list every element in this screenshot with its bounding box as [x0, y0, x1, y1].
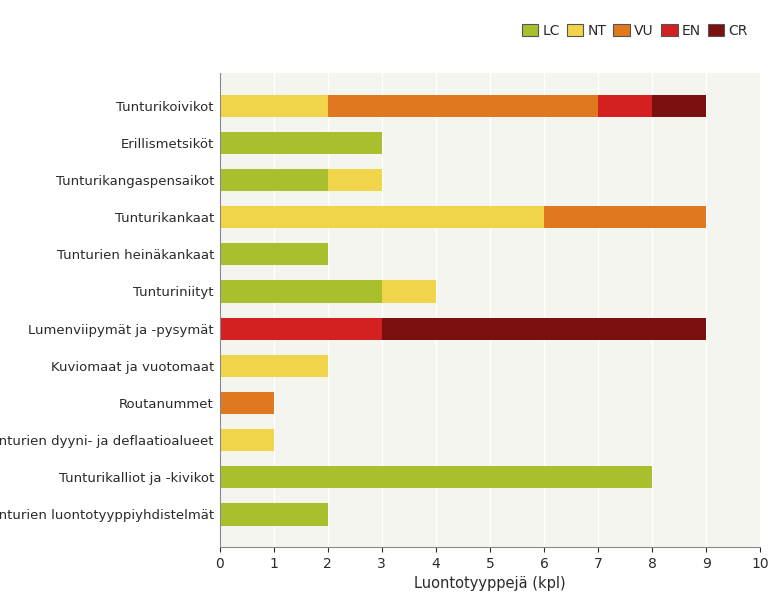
Bar — [220, 503, 328, 526]
Bar — [220, 206, 544, 229]
Bar — [328, 94, 598, 117]
Bar — [220, 354, 328, 377]
Legend: LC, NT, VU, EN, CR: LC, NT, VU, EN, CR — [516, 18, 753, 43]
Bar — [328, 169, 382, 191]
Bar — [220, 392, 274, 414]
Bar — [220, 280, 382, 303]
Bar — [382, 317, 706, 340]
Bar — [598, 94, 652, 117]
Bar — [220, 317, 382, 340]
X-axis label: Luontotyyppejä (kpl): Luontotyyppejä (kpl) — [414, 576, 566, 592]
Bar — [220, 94, 328, 117]
Bar — [652, 94, 706, 117]
Bar — [220, 132, 382, 154]
Bar — [544, 206, 706, 229]
Bar — [220, 243, 328, 266]
Bar — [382, 280, 436, 303]
Bar — [220, 429, 274, 451]
Bar — [220, 169, 328, 191]
Bar — [220, 466, 652, 488]
